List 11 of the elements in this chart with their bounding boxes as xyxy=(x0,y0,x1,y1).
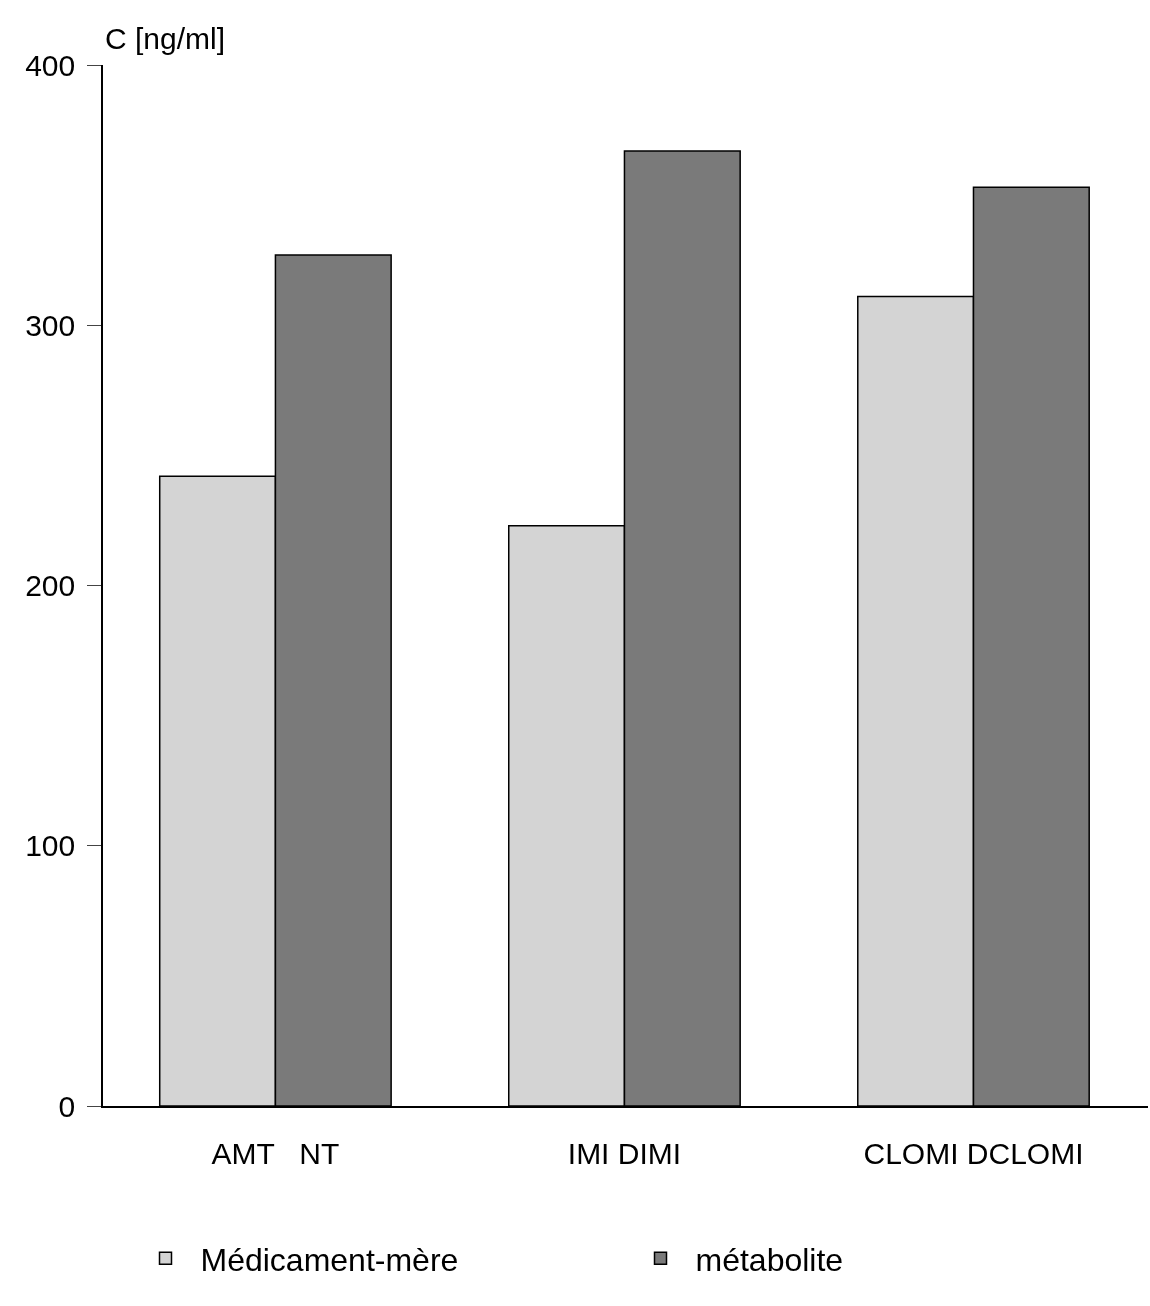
y-tick-label: 300 xyxy=(25,308,76,342)
legend-label: métabolite xyxy=(695,1241,844,1278)
x-tick-label: AMT NT xyxy=(211,1136,340,1170)
y-tick-label: 100 xyxy=(25,829,76,863)
x-tick-label: CLOMI DCLOMI xyxy=(863,1136,1084,1170)
legend-label: Médicament-mère xyxy=(200,1241,459,1278)
y-tick-label: 0 xyxy=(58,1089,76,1123)
y-axis-title: C [ng/ml] xyxy=(105,22,226,55)
x-tick-label: IMI DIMI xyxy=(567,1136,682,1170)
y-tick-label: 400 xyxy=(25,48,76,82)
y-tick-label: 200 xyxy=(25,569,76,602)
